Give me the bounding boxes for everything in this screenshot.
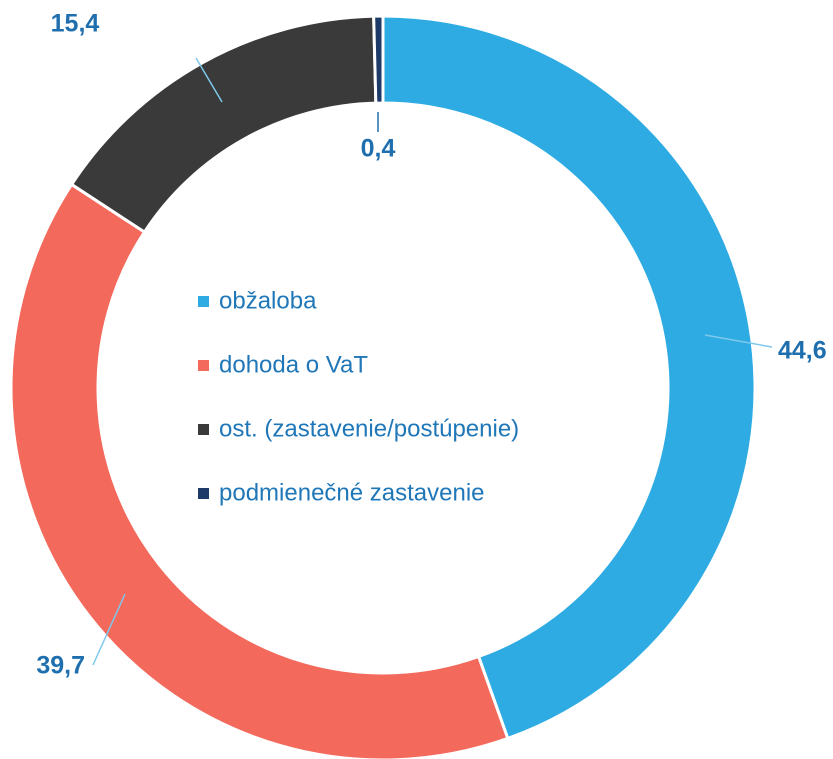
legend-label: dohoda o VaT [219, 351, 368, 378]
legend-swatch [198, 488, 209, 499]
legend-swatch [198, 424, 209, 435]
data-label: 0,4 [361, 135, 396, 163]
donut-segment [69, 14, 378, 235]
data-label: 39,7 [36, 652, 85, 680]
data-label: 15,4 [51, 10, 100, 38]
data-label: 44,6 [778, 337, 827, 365]
legend-label: podmienečné zastavenie [219, 479, 485, 506]
donut-segment [9, 182, 510, 759]
leader-line [195, 57, 223, 103]
leader-line [92, 593, 126, 666]
donut-segment [381, 14, 757, 741]
donut-segment [372, 14, 385, 105]
legend-label: obžaloba [219, 287, 317, 314]
legend-label: ost. (zastavenie/postúpenie) [219, 415, 519, 442]
legend-swatch [198, 296, 209, 307]
leader-line [704, 334, 773, 348]
legend-swatch [198, 360, 209, 371]
